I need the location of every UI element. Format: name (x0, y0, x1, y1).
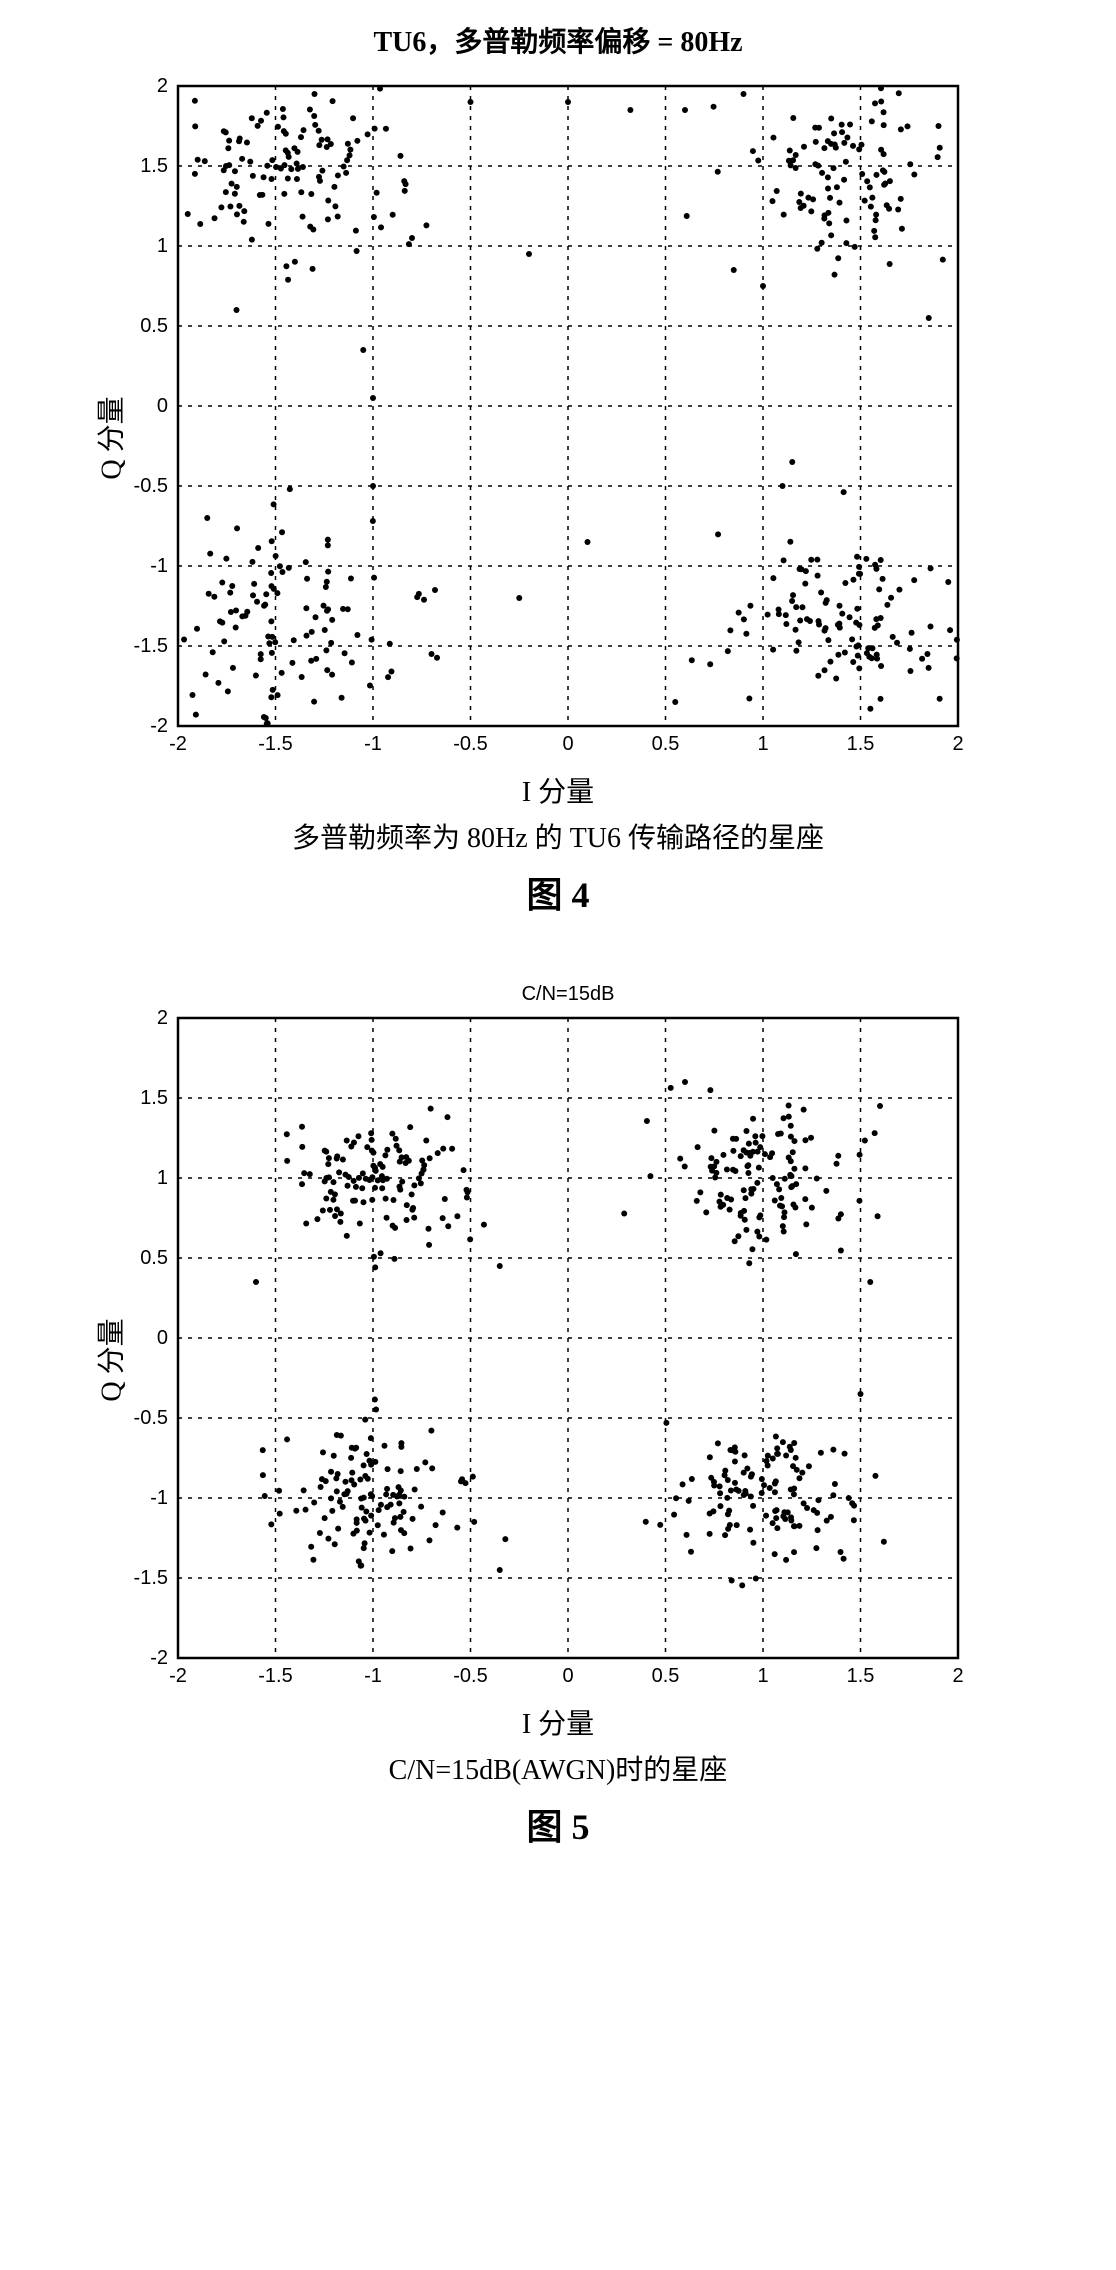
svg-text:-2: -2 (169, 1665, 187, 1687)
svg-text:0: 0 (562, 733, 573, 755)
figure-5-caption: C/N=15dB(AWGN)时的星座 (20, 1748, 1096, 1788)
svg-text:1.5: 1.5 (847, 1665, 875, 1687)
svg-text:0: 0 (562, 1665, 573, 1687)
svg-text:C/N=15dB: C/N=15dB (522, 983, 615, 1005)
svg-text:-1.5: -1.5 (134, 635, 168, 657)
svg-text:-1.5: -1.5 (134, 1567, 168, 1589)
figure-5-plot: Q 分量 C/N=15dB-2-1.5-1-0.500.511.52-2-1.5… (108, 978, 1008, 1742)
svg-text:0: 0 (157, 1327, 168, 1349)
figure-4-ylabel: Q 分量 (90, 396, 130, 479)
svg-text:-0.5: -0.5 (134, 1407, 168, 1429)
svg-text:1: 1 (157, 1167, 168, 1189)
svg-text:1: 1 (757, 1665, 768, 1687)
svg-text:-1: -1 (364, 733, 382, 755)
svg-text:-1: -1 (364, 1665, 382, 1687)
svg-text:0.5: 0.5 (140, 1247, 168, 1269)
svg-text:-1.5: -1.5 (258, 733, 292, 755)
figure-5-label: 图 5 (20, 1798, 1096, 1850)
svg-text:1.5: 1.5 (847, 733, 875, 755)
figure-4-caption: 多普勒频率为 80Hz 的 TU6 传输路径的星座 (20, 816, 1096, 856)
svg-text:1.5: 1.5 (140, 155, 168, 177)
svg-text:-2: -2 (150, 715, 168, 737)
svg-text:-0.5: -0.5 (453, 1665, 487, 1687)
figure-4: TU6，多普勒频率偏移 = 80Hz Q 分量 -2 -1.5 -1 -0.5 0 0.5… (20, 20, 1096, 918)
figure-5-xlabel: I 分量 (108, 1702, 1008, 1742)
figure-5: Q 分量 C/N=15dB -2 -1.5 -1 -0.5 0 0.5 1 1.5 2 -2 -1.5… (20, 978, 1096, 1850)
svg-text:-2: -2 (150, 1647, 168, 1669)
figure-4-top-title: TU6，多普勒频率偏移 = 80Hz (20, 20, 1096, 60)
svg-text:1: 1 (757, 733, 768, 755)
svg-text:2: 2 (157, 75, 168, 97)
figure-5-svg: C/N=15dB -2 -1.5 -1 -0.5 0 0.5 1 1.5 2 -2 -1.5 -1 -0.… (108, 978, 978, 1698)
svg-text:-1.5: -1.5 (258, 1665, 292, 1687)
figure-4-xlabel: I 分量 (108, 770, 1008, 810)
figure-4-plot: Q 分量 -2-1.5-1-0.500.511.52-2-1.5-1-0.500… (108, 66, 1008, 810)
svg-text:-1: -1 (150, 555, 168, 577)
svg-text:1: 1 (157, 235, 168, 257)
svg-text:2: 2 (157, 1007, 168, 1029)
svg-text:-0.5: -0.5 (453, 733, 487, 755)
svg-text:0.5: 0.5 (652, 1665, 680, 1687)
figure-5-ylabel: Q 分量 (90, 1318, 130, 1401)
svg-text:-1: -1 (150, 1487, 168, 1509)
figure-4-label: 图 4 (20, 866, 1096, 918)
svg-text:0: 0 (157, 395, 168, 417)
svg-text:-2: -2 (169, 733, 187, 755)
svg-text:2: 2 (952, 1665, 963, 1687)
svg-text:0.5: 0.5 (652, 733, 680, 755)
svg-text:2: 2 (952, 733, 963, 755)
svg-text:-0.5: -0.5 (134, 475, 168, 497)
svg-text:0.5: 0.5 (140, 315, 168, 337)
svg-text:1.5: 1.5 (140, 1087, 168, 1109)
figure-4-svg: -2 -1.5 -1 -0.5 0 0.5 1 1.5 2 -2 -1.5 -1 -0.5 0 0.5 1 1.… (108, 66, 978, 766)
